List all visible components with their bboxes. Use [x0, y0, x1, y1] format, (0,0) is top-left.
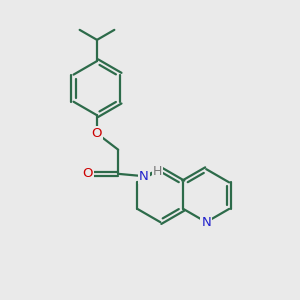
Text: N: N — [201, 216, 211, 229]
Text: O: O — [92, 127, 102, 140]
Text: N: N — [139, 170, 149, 183]
Text: H: H — [153, 165, 162, 178]
Text: O: O — [82, 167, 93, 180]
